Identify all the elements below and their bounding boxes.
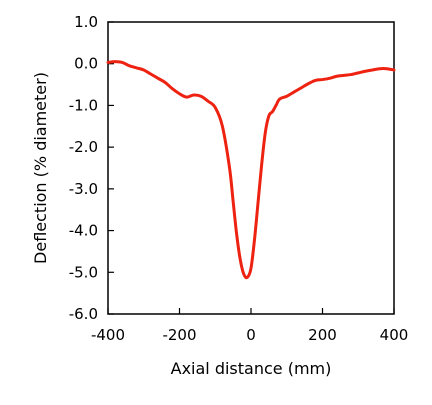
x-tick-label: 0: [246, 326, 256, 344]
y-tick-label: -5.0: [69, 263, 98, 281]
y-tick-label: -3.0: [69, 180, 98, 198]
y-tick-label: -6.0: [69, 305, 98, 323]
x-tick-label: 400: [380, 326, 409, 344]
x-axis-title: Axial distance (mm): [171, 359, 332, 378]
y-tick-label: 1.0: [74, 13, 98, 31]
x-tick-label: 200: [308, 326, 337, 344]
deflection-series-line: [106, 60, 396, 280]
x-axis-ticks: -400 -200 0 200 400: [91, 308, 408, 344]
y-axis-ticks: 1.0 0.0 -1.0 -2.0 -3.0 -4.0 -5.0 -6.0: [69, 13, 114, 323]
y-tick-label: 0.0: [74, 55, 98, 73]
y-tick-label: -1.0: [69, 96, 98, 114]
x-tick-label: -200: [162, 326, 196, 344]
y-axis-title: Deflection (% diameter): [31, 72, 50, 264]
x-tick-label: -400: [91, 326, 125, 344]
y-tick-label: -2.0: [69, 138, 98, 156]
y-tick-label: -4.0: [69, 222, 98, 240]
